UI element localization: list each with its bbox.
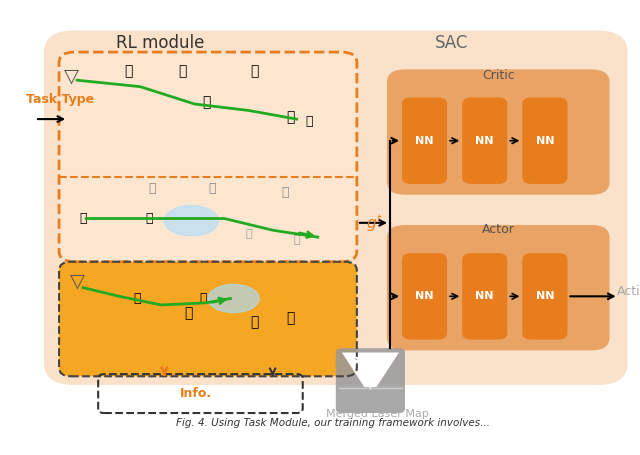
Text: NN: NN xyxy=(415,291,434,301)
Text: 🚶: 🚶 xyxy=(250,65,259,79)
Polygon shape xyxy=(355,357,385,390)
Text: 🚶: 🚶 xyxy=(281,186,289,199)
FancyBboxPatch shape xyxy=(59,52,357,262)
Text: Info.: Info. xyxy=(179,387,211,400)
Text: RL module: RL module xyxy=(116,34,205,52)
Text: ▽: ▽ xyxy=(63,66,79,86)
Text: NN: NN xyxy=(476,291,494,301)
FancyBboxPatch shape xyxy=(44,30,628,385)
Text: ▽: ▽ xyxy=(70,272,84,291)
Text: Fig. 4. Using Task Module, our training framework involves...: Fig. 4. Using Task Module, our training … xyxy=(176,418,490,428)
Ellipse shape xyxy=(164,206,218,236)
Text: SAC: SAC xyxy=(435,34,468,52)
FancyBboxPatch shape xyxy=(59,262,357,376)
Text: Actor: Actor xyxy=(482,223,515,236)
Text: 🚶: 🚶 xyxy=(287,110,295,124)
FancyBboxPatch shape xyxy=(402,97,447,184)
FancyBboxPatch shape xyxy=(387,225,609,350)
Text: 🚶: 🚶 xyxy=(148,182,156,195)
Text: Merged Laser Map: Merged Laser Map xyxy=(326,409,429,419)
Text: 🚶: 🚶 xyxy=(178,65,187,79)
Text: 🚶: 🚶 xyxy=(124,65,132,79)
Polygon shape xyxy=(342,353,399,387)
FancyBboxPatch shape xyxy=(387,69,609,195)
Text: 🧳: 🧳 xyxy=(305,115,312,128)
Text: 🚶: 🚶 xyxy=(245,229,252,238)
Ellipse shape xyxy=(208,284,259,313)
Text: NN: NN xyxy=(476,136,494,146)
Text: 🚶: 🚶 xyxy=(209,182,216,195)
Text: 🚶: 🚶 xyxy=(293,235,300,245)
FancyBboxPatch shape xyxy=(462,97,508,184)
Text: NN: NN xyxy=(415,136,434,146)
FancyBboxPatch shape xyxy=(522,97,568,184)
Text: NN: NN xyxy=(536,291,554,301)
Text: 🧳: 🧳 xyxy=(79,212,87,225)
Text: 🧳: 🧳 xyxy=(145,212,153,225)
Text: 🚶: 🚶 xyxy=(184,307,193,321)
Text: Critic: Critic xyxy=(482,69,515,82)
Text: 🚶: 🚶 xyxy=(202,95,211,109)
FancyBboxPatch shape xyxy=(336,348,405,413)
Text: 🧳: 🧳 xyxy=(200,292,207,305)
Text: NN: NN xyxy=(536,136,554,146)
Text: Task Type: Task Type xyxy=(26,93,94,106)
FancyBboxPatch shape xyxy=(462,253,508,339)
FancyBboxPatch shape xyxy=(402,253,447,339)
Text: $g^t$: $g^t$ xyxy=(366,212,383,234)
Text: 🚶: 🚶 xyxy=(287,311,295,325)
FancyBboxPatch shape xyxy=(522,253,568,339)
Text: Action: Action xyxy=(617,285,640,298)
Text: 🚶: 🚶 xyxy=(250,315,259,329)
Text: 🧳: 🧳 xyxy=(134,292,141,305)
